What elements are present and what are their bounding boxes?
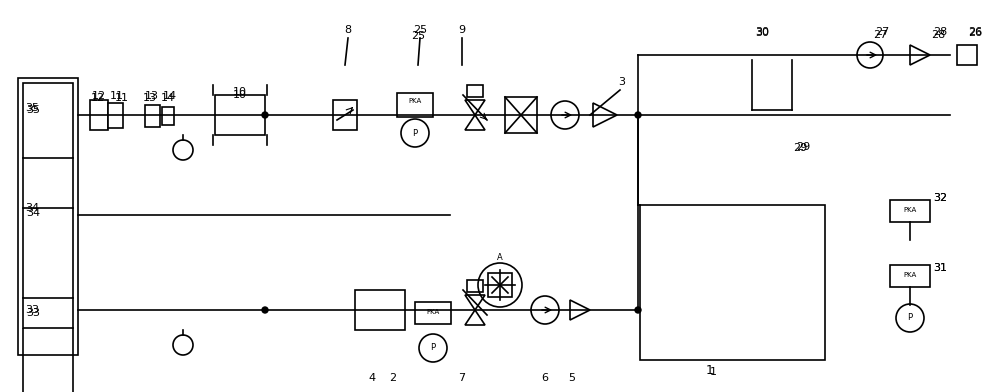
Text: 25: 25	[411, 31, 425, 41]
Text: 12: 12	[92, 91, 106, 101]
Bar	[23, 328, 73, 392]
Polygon shape	[593, 103, 617, 127]
Text: 10: 10	[233, 90, 247, 100]
Text: 30: 30	[755, 28, 769, 38]
Text: 31: 31	[933, 263, 947, 273]
Text: 27: 27	[873, 30, 887, 40]
Bar	[90, 100, 108, 130]
Bar	[333, 100, 357, 130]
Text: 1: 1	[710, 367, 716, 377]
Bar	[397, 93, 433, 117]
Text: 5: 5	[568, 373, 576, 383]
Polygon shape	[465, 310, 485, 325]
Text: 27: 27	[875, 27, 889, 37]
Text: 33: 33	[25, 305, 39, 315]
Text: PKA: PKA	[903, 207, 917, 213]
Text: 12: 12	[91, 93, 105, 103]
Bar	[108, 103, 123, 128]
Circle shape	[635, 307, 641, 313]
Bar	[467, 85, 483, 97]
Text: 14: 14	[163, 91, 177, 101]
Text: 28: 28	[933, 27, 947, 37]
Text: 31: 31	[933, 263, 947, 273]
Text: 29: 29	[793, 143, 807, 153]
Text: PKA: PKA	[408, 98, 422, 104]
Text: PKA: PKA	[426, 309, 440, 315]
Text: 9: 9	[458, 25, 466, 35]
Bar	[505, 97, 537, 133]
Text: 6: 6	[542, 373, 548, 383]
Text: 26: 26	[968, 28, 982, 38]
Text: 34: 34	[25, 203, 39, 213]
Text: 32: 32	[933, 193, 947, 203]
Text: 1: 1	[706, 363, 714, 376]
Bar	[162, 107, 174, 125]
Circle shape	[635, 112, 641, 118]
Bar	[215, 95, 265, 135]
Text: 35: 35	[25, 103, 39, 113]
Bar	[23, 83, 73, 158]
Bar	[890, 200, 930, 222]
Text: 13: 13	[143, 93, 157, 103]
Text: 4: 4	[368, 373, 376, 383]
Text: 14: 14	[161, 93, 175, 103]
Text: 13: 13	[145, 91, 159, 101]
Circle shape	[262, 112, 268, 118]
Text: A: A	[497, 252, 503, 261]
Bar	[18, 78, 78, 355]
Text: P: P	[907, 314, 913, 323]
Bar	[488, 273, 512, 297]
Bar	[640, 205, 825, 360]
Text: 11: 11	[110, 91, 124, 101]
Text: 33: 33	[26, 308, 40, 318]
Text: 10: 10	[233, 87, 247, 97]
Text: P: P	[412, 129, 418, 138]
Polygon shape	[465, 100, 485, 115]
Bar	[467, 280, 483, 292]
Text: 32: 32	[933, 193, 947, 203]
Polygon shape	[570, 300, 590, 320]
Text: 35: 35	[26, 105, 40, 115]
Text: P: P	[430, 343, 436, 352]
Text: 2: 2	[389, 373, 397, 383]
Bar	[957, 45, 977, 65]
Text: 34: 34	[26, 208, 40, 218]
Bar	[355, 290, 405, 330]
Polygon shape	[910, 45, 930, 65]
Text: 8: 8	[344, 25, 352, 35]
Polygon shape	[465, 115, 485, 130]
Text: 25: 25	[413, 25, 427, 35]
Text: 11: 11	[115, 93, 129, 103]
Bar	[415, 302, 451, 324]
Text: 29: 29	[796, 142, 810, 152]
Bar	[890, 265, 930, 287]
Text: PKA: PKA	[903, 272, 917, 278]
Text: 7: 7	[458, 373, 466, 383]
Bar	[23, 208, 73, 298]
Polygon shape	[465, 295, 485, 310]
Text: 28: 28	[931, 30, 945, 40]
Text: 30: 30	[755, 27, 769, 37]
Circle shape	[262, 307, 268, 313]
Text: 26: 26	[968, 27, 982, 37]
Bar	[145, 105, 160, 127]
Text: 3: 3	[618, 77, 626, 87]
